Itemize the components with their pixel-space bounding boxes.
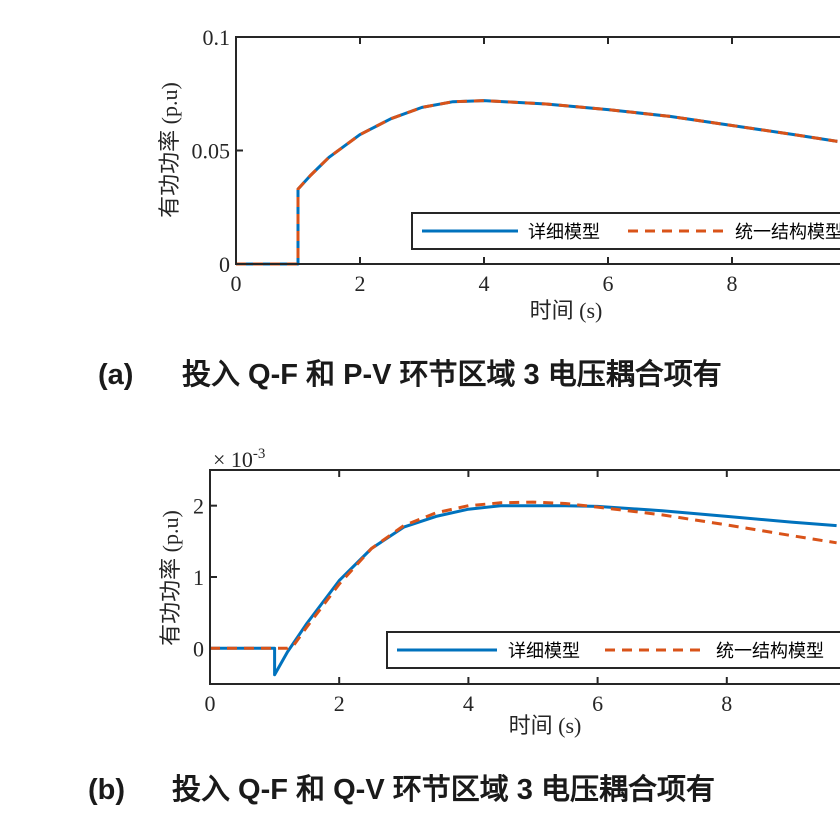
chart-b-x-tick-label: 2 [334,691,345,716]
chart-a-y-tick-label: 0.1 [203,25,231,50]
chart-b-y-axis-label: 有功功率 (p.u) [158,510,183,646]
chart-b-y-tick-label: 2 [193,494,204,519]
chart-panel-a: 0 2 4 6 8 0 0.05 0.1 时间 (s) 有功功率 (p.u) 详细模型 统一结… [98,25,840,391]
chart-a-series-line-unified [236,99,838,266]
chart-a-y-tick-label: 0 [219,252,230,277]
caption-a: (a) 投入 Q-F 和 P-V 环节区域 3 电压耦合项有 [98,358,722,391]
chart-panel-b: 0 2 4 6 8 0 1 2 × 10-3 时间 (s) 有功功率 (p.u) 详细模型 统… [88,446,840,806]
chart-a-axes-box [235,36,840,265]
chart-b-exponent-label: × 10-3 [213,446,265,472]
chart-b-exponent-base: × 10 [213,447,253,472]
chart-a-y-tick-label: 0.05 [192,139,231,164]
chart-b-y-tick-label: 1 [193,565,204,590]
chart-b-x-tick-label: 6 [592,691,603,716]
chart-a-x-tick-label: 6 [603,271,614,296]
chart-a-series [236,99,838,266]
chart-a-x-axis-label: 时间 (s) [530,298,603,323]
chart-b-x-axis-label: 时间 (s) [509,713,582,738]
chart-a-x-tick-label: 4 [479,271,490,296]
chart-b-legend-label-unified: 统一结构模型 [716,641,824,661]
chart-b-x-tick-label: 0 [205,691,216,716]
chart-a-x-tick-label: 0 [231,271,242,296]
chart-b-series-line-detailed [210,504,837,677]
chart-a-y-axis-label: 有功功率 (p.u) [157,82,182,218]
chart-b-series [210,500,837,677]
chart-b-legend-label-detailed: 详细模型 [508,641,580,661]
chart-b-x-tick-label: 4 [463,691,474,716]
chart-b-y-tick-label: 0 [193,636,204,661]
chart-a-legend-label-unified: 统一结构模型 [735,222,840,242]
caption-b: (b) 投入 Q-F 和 Q-V 环节区域 3 电压耦合项有 [88,773,715,806]
caption-a-label: (a) [98,359,133,391]
chart-a-legend-label-detailed: 详细模型 [528,222,600,242]
caption-b-label: (b) [88,774,125,806]
chart-b-axes-box [209,469,840,685]
chart-a-x-tick-label: 8 [727,271,738,296]
chart-b-x-tick-label: 8 [721,691,732,716]
chart-b-legend: 详细模型 统一结构模型 [386,631,840,669]
caption-b-text: 投入 Q-F 和 Q-V 环节区域 3 电压耦合项有 [172,773,715,806]
chart-a-ticks: 0 2 4 6 8 0 0.05 0.1 [192,25,738,296]
chart-b-exponent-power: -3 [253,446,266,462]
chart-a-legend: 详细模型 统一结构模型 [411,212,840,250]
caption-a-text: 投入 Q-F 和 P-V 环节区域 3 电压耦合项有 [182,358,722,391]
chart-a-x-tick-label: 2 [355,271,366,296]
